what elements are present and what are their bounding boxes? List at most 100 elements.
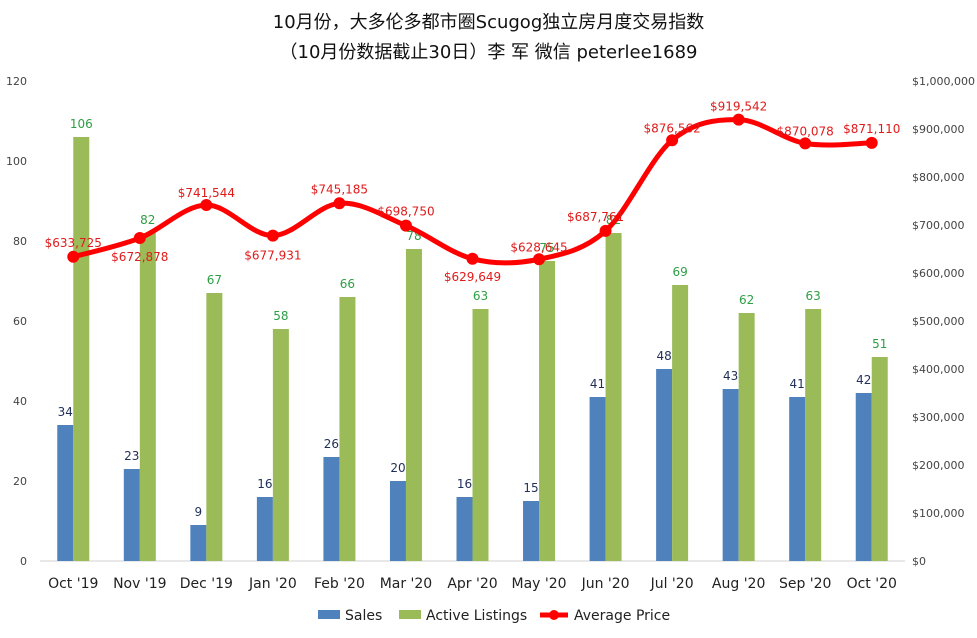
listings-bar [206, 293, 223, 561]
average-price-point [333, 197, 346, 210]
x-tick-label: Apr '20 [447, 576, 497, 592]
average-price-data-label: $687,761 [567, 210, 624, 224]
legend-listings-swatch [399, 610, 421, 619]
y-left-tick-label: 60 [13, 315, 27, 328]
listings-bar [871, 357, 888, 561]
average-price-data-label: $629,649 [444, 270, 501, 284]
y-right-tick-label: $600,000 [912, 267, 965, 280]
listings-data-label: 66 [340, 277, 355, 291]
average-price-data-label: $745,185 [311, 182, 368, 196]
average-price-point [399, 219, 412, 232]
sales-data-label: 9 [195, 505, 203, 519]
chart-title: 10月份，大多伦多都市圈Scugog独立房月度交易指数 [272, 12, 705, 33]
sales-bar [589, 397, 606, 561]
sales-data-label: 43 [723, 369, 738, 383]
sales-data-label: 23 [124, 449, 139, 463]
listings-data-label: 51 [872, 337, 887, 351]
listings-bar [339, 297, 356, 561]
listings-bar [539, 261, 556, 561]
average-price-data-label: $677,931 [244, 249, 301, 263]
average-price-point [865, 136, 878, 149]
average-price-data-label: $919,542 [710, 100, 767, 114]
x-tick-label: Mar '20 [380, 576, 433, 592]
sales-bar [389, 481, 406, 561]
sales-bar [190, 525, 207, 561]
average-price-point [666, 134, 679, 147]
average-price-point [799, 137, 812, 150]
average-price-point [266, 229, 279, 242]
sales-bar [123, 469, 140, 561]
listings-data-label: 106 [70, 117, 93, 131]
listings-bar [738, 313, 755, 561]
legend-sales-label: Sales [345, 608, 382, 624]
sales-bar [456, 497, 473, 561]
listings-bar [472, 309, 489, 561]
x-tick-label: Feb '20 [314, 576, 365, 592]
y-right-tick-label: $200,000 [912, 459, 965, 472]
x-tick-label: Jan '20 [248, 576, 297, 592]
sales-data-label: 26 [324, 437, 339, 451]
sales-bar [855, 393, 872, 561]
listings-bar [272, 329, 289, 561]
sales-data-label: 16 [257, 477, 272, 491]
y-right-tick-label: $900,000 [912, 123, 965, 136]
y-right-tick-label: $700,000 [912, 219, 965, 232]
average-price-point [466, 252, 479, 265]
listings-data-label: 82 [140, 213, 155, 227]
average-price-data-label: $698,750 [377, 205, 434, 219]
sales-bar [789, 397, 806, 561]
legend-price-label: Average Price [574, 608, 670, 624]
x-tick-label: May '20 [512, 576, 567, 592]
listings-bar [405, 249, 422, 561]
y-left-tick-label: 80 [13, 235, 27, 248]
listings-bar [605, 233, 622, 561]
listings-data-label: 58 [273, 309, 288, 323]
chart-subtitle: （10月份数据截止30日）李 军 微信 peterlee1689 [279, 42, 698, 63]
average-price-data-label: $870,078 [777, 124, 834, 138]
y-right-tick-label: $100,000 [912, 507, 965, 520]
x-tick-label: Nov '19 [113, 576, 166, 592]
sales-bar [656, 369, 673, 561]
average-price-data-label: $741,544 [178, 186, 235, 200]
y-right-tick-label: $800,000 [912, 171, 965, 184]
listings-bar [672, 285, 689, 561]
average-price-point [599, 224, 612, 237]
legend-listings-label: Active Listings [426, 608, 527, 624]
x-tick-label: Oct '19 [48, 576, 98, 592]
average-price-data-label: $876,562 [643, 121, 700, 135]
y-right-tick-label: $300,000 [912, 411, 965, 424]
y-right-tick-label: $0 [912, 555, 926, 568]
x-tick-label: Sep '20 [779, 576, 832, 592]
sales-data-label: 41 [790, 377, 805, 391]
y-left-tick-label: 20 [13, 475, 27, 488]
y-right-tick-label: $1,000,000 [912, 75, 975, 88]
y-left-tick-label: 100 [6, 155, 27, 168]
average-price-point [533, 253, 546, 266]
x-tick-label: Dec '19 [180, 576, 233, 592]
listings-data-label: 69 [672, 265, 687, 279]
average-price-data-label: $633,725 [45, 236, 102, 250]
listings-data-label: 63 [806, 289, 821, 303]
average-price-point [732, 113, 745, 126]
sales-bar [256, 497, 273, 561]
legend-sales-swatch [318, 610, 340, 619]
listings-data-label: 75 [539, 241, 554, 255]
sales-data-label: 16 [457, 477, 472, 491]
sales-data-label: 48 [656, 349, 671, 363]
legend-price-marker [549, 610, 559, 620]
sales-data-label: 41 [590, 377, 605, 391]
y-right-tick-label: $400,000 [912, 363, 965, 376]
y-left-tick-label: 0 [20, 555, 27, 568]
y-left-tick-label: 120 [6, 75, 27, 88]
x-tick-label: Jul '20 [650, 576, 694, 592]
sales-data-label: 20 [390, 461, 405, 475]
listings-data-label: 67 [207, 273, 222, 287]
sales-bar [523, 501, 540, 561]
y-right-tick-label: $500,000 [912, 315, 965, 328]
average-price-point [67, 250, 80, 263]
listings-bar [73, 137, 90, 561]
average-price-data-label: $672,878 [111, 250, 168, 264]
x-tick-label: Oct '20 [847, 576, 897, 592]
average-price-point [200, 199, 213, 212]
